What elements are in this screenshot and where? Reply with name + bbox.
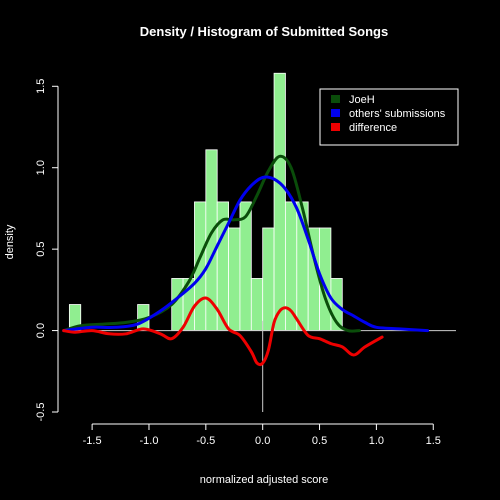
x-tick-label: 1.0 [369,435,384,447]
y-axis-title: density [4,224,16,259]
x-axis: -1.5 -1.0 -0.5 0.0 0.5 1.0 1.5 [83,423,441,447]
chart-title: Density / Histogram of Submitted Songs [140,24,388,39]
density-curves [62,154,430,367]
histogram-bars [68,72,343,331]
y-tick-label: 0.0 [35,323,47,338]
difference-curve [62,296,384,367]
y-tick-label: 1.0 [35,160,47,175]
x-tick-label: 0.0 [255,435,270,447]
others-density-curve [62,175,430,333]
x-tick-label: 0.5 [312,435,327,447]
legend-label: others' submissions [349,108,446,120]
legend-swatch [331,123,340,131]
legend-swatch [331,109,340,117]
histogram-bar [262,227,275,331]
y-tick-label: 1.5 [35,79,47,94]
x-axis-title: normalized adjusted score [200,474,328,486]
x-tick-label: -1.5 [83,435,102,447]
x-tick-label: 1.5 [426,435,441,447]
x-tick-label: -0.5 [196,435,215,447]
reference-lines [66,320,456,412]
legend-label: difference [349,122,397,134]
legend-swatch [331,95,340,103]
histogram-bar [239,201,252,331]
legend-box [319,88,459,146]
y-axis: -0.5 0.0 0.5 1.0 1.5 [35,79,59,422]
x-tick-label: -1.0 [139,435,158,447]
histogram-bar [250,278,264,331]
histogram-bar [273,72,286,331]
y-tick-label: -0.5 [35,403,47,422]
histogram-bar [228,227,241,331]
legend: JoeH others' submissions difference [319,88,459,146]
legend-label: JoeH [349,94,375,106]
joeh-density-curve [62,154,361,333]
y-tick-label: 0.5 [35,241,47,256]
